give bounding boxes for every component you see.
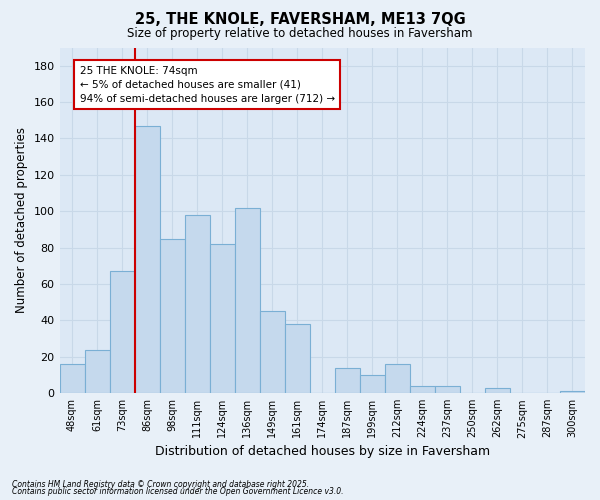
Bar: [335, 368, 360, 393]
Bar: [360, 375, 385, 393]
Bar: [160, 238, 185, 393]
Bar: [485, 388, 510, 393]
Text: Size of property relative to detached houses in Faversham: Size of property relative to detached ho…: [127, 28, 473, 40]
Bar: [59, 364, 85, 393]
Text: Contains HM Land Registry data © Crown copyright and database right 2025.: Contains HM Land Registry data © Crown c…: [12, 480, 309, 489]
Bar: [134, 126, 160, 393]
Bar: [185, 215, 209, 393]
Bar: [209, 244, 235, 393]
X-axis label: Distribution of detached houses by size in Faversham: Distribution of detached houses by size …: [155, 444, 490, 458]
Bar: [385, 364, 410, 393]
Text: Contains public sector information licensed under the Open Government Licence v3: Contains public sector information licen…: [12, 487, 343, 496]
Bar: [260, 312, 285, 393]
Bar: [410, 386, 435, 393]
Bar: [235, 208, 260, 393]
Bar: [85, 350, 110, 393]
Bar: [560, 392, 585, 393]
Bar: [110, 272, 134, 393]
Text: 25, THE KNOLE, FAVERSHAM, ME13 7QG: 25, THE KNOLE, FAVERSHAM, ME13 7QG: [134, 12, 466, 28]
Y-axis label: Number of detached properties: Number of detached properties: [15, 128, 28, 314]
Bar: [285, 324, 310, 393]
Text: 25 THE KNOLE: 74sqm
← 5% of detached houses are smaller (41)
94% of semi-detache: 25 THE KNOLE: 74sqm ← 5% of detached hou…: [80, 66, 335, 104]
Bar: [435, 386, 460, 393]
